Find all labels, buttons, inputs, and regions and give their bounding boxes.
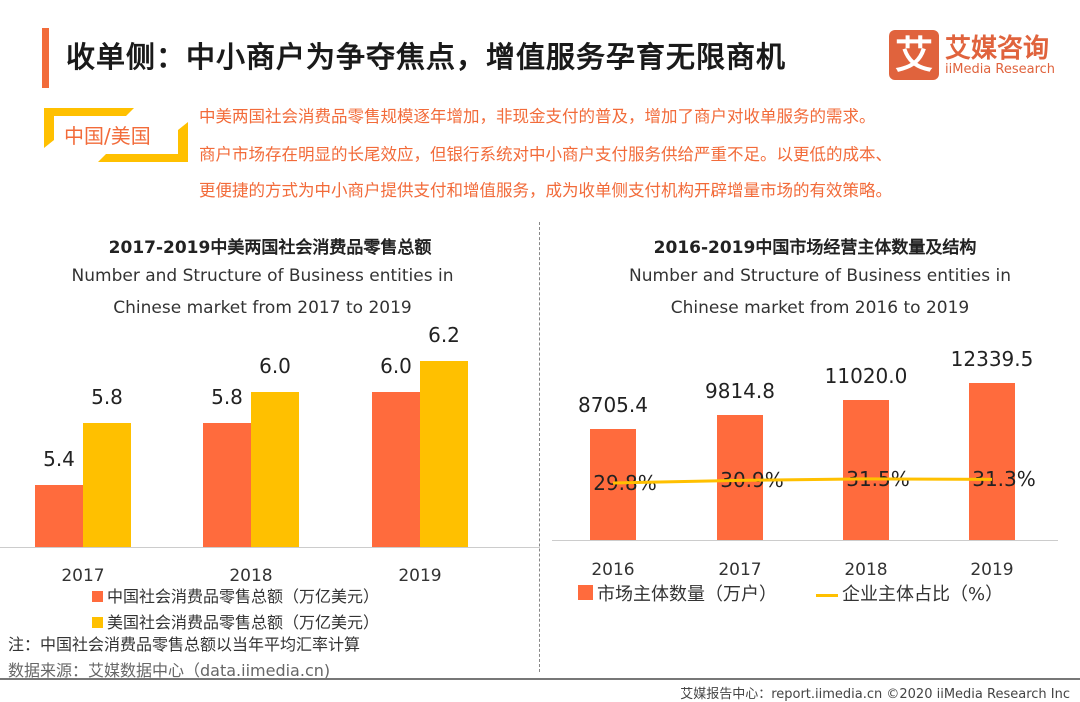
bar-market-entities: [590, 429, 636, 540]
x-tick-label: 2017: [718, 560, 762, 580]
legend-label: 中国社会消费品零售总额（万亿美元）: [107, 587, 380, 606]
region-tag: 中国/美国: [64, 124, 151, 148]
page-title: 收单侧：中小商户为争夺焦点，增值服务孕育无限商机: [66, 40, 787, 74]
footer-divider: [0, 678, 1080, 680]
x-tick-label: 2016: [591, 560, 635, 580]
bar-china: [203, 423, 251, 547]
note: 注：中国社会消费品零售总额以当年平均汇率计算: [8, 635, 361, 654]
bar-china: [372, 392, 420, 547]
data-label: 5.8: [211, 385, 243, 409]
x-axis: [0, 547, 540, 548]
chart2-title: 2016-2019中国市场经营主体数量及结构: [653, 238, 977, 258]
legend-swatch-china: [92, 591, 103, 602]
bar-market-entities: [843, 399, 889, 540]
data-label: 11020.0: [824, 363, 908, 388]
logo-icon: 艾: [889, 30, 939, 80]
data-label: 8705.4: [578, 393, 648, 418]
chart1-title: 2017-2019中美两国社会消费品零售总额: [108, 238, 432, 258]
intro-line: 中美两国社会消费品零售规模逐年增加，非现金支付的普及，增加了商户对收单服务的需求…: [199, 107, 876, 126]
title-accent-bar: [42, 28, 49, 88]
legend-swatch-bar: [578, 585, 593, 600]
data-label: 6.2: [428, 323, 460, 347]
divider: [539, 222, 540, 672]
data-label: 9814.8: [705, 379, 775, 404]
intro-line: 更便捷的方式为中小商户提供支付和增值服务，成为收单侧支付机构开辟增量市场的有效策…: [199, 181, 892, 200]
legend-label: 市场主体数量（万户）: [597, 584, 777, 605]
data-label: 12339.5: [950, 347, 1034, 372]
x-tick-label: 2018: [844, 560, 888, 580]
x-tick-label: 2017: [61, 566, 105, 586]
source: 数据来源：艾媒数据中心（data.iimedia.cn): [8, 661, 331, 680]
data-label: 5.4: [43, 447, 75, 471]
line-enterprise-share: [612, 477, 993, 485]
data-label: 6.0: [259, 354, 291, 378]
footer-text: 艾媒报告中心：report.iimedia.cn ©2020 iiMedia R…: [680, 687, 1070, 702]
intro-line: 商户市场存在明显的长尾效应，但银行系统对中小商户支付服务供给严重不足。以更低的成…: [199, 145, 892, 164]
bar-market-entities: [717, 415, 763, 540]
bar-us: [251, 392, 299, 547]
chart1-subtitle: Chinese market from 2017 to 2019: [113, 298, 412, 318]
logo-cn: 艾媒咨询: [945, 34, 1050, 64]
x-tick-label: 2019: [398, 566, 442, 586]
legend-label: 美国社会消费品零售总额（万亿美元）: [107, 613, 380, 632]
legend-swatch-line: [816, 593, 838, 597]
x-tick-label: 2018: [229, 566, 273, 586]
legend-swatch-us: [92, 617, 103, 628]
bar-us: [420, 361, 468, 547]
x-tick-label: 2019: [970, 560, 1014, 580]
chart2-subtitle: Chinese market from 2016 to 2019: [670, 298, 970, 318]
data-label: 6.0: [380, 354, 412, 378]
data-label: 5.8: [91, 385, 123, 409]
chart1-subtitle: Number and Structure of Business entitie…: [71, 266, 454, 286]
x-axis: [552, 540, 1058, 541]
tag-bracket-icon: [44, 108, 188, 162]
logo-en: iiMedia Research: [945, 62, 1056, 77]
bar-us: [83, 423, 131, 547]
legend-label: 企业主体占比（%）: [842, 584, 1004, 605]
bar-market-entities: [969, 383, 1015, 540]
bar-china: [35, 485, 83, 547]
chart2-subtitle: Number and Structure of Business entitie…: [629, 266, 1011, 286]
